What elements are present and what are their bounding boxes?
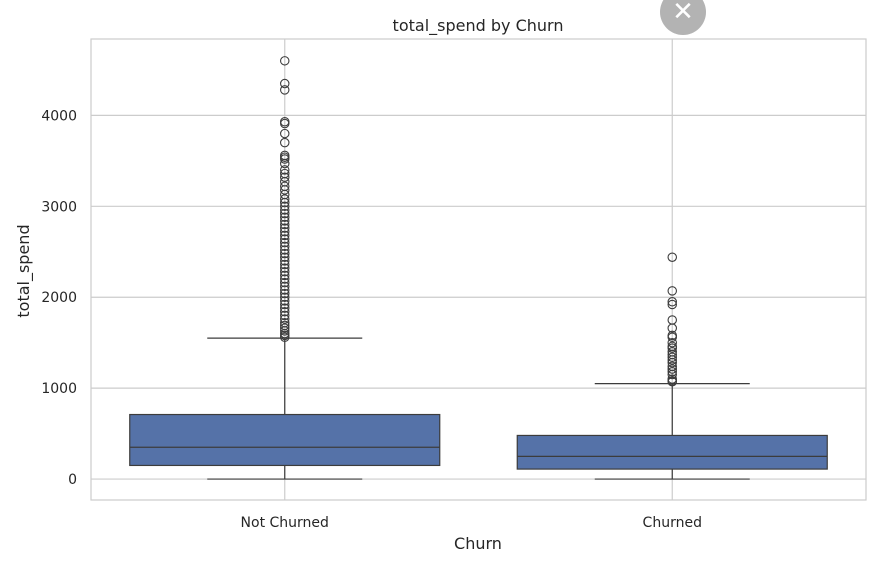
outlier-point [279,270,290,281]
grid-lines [91,39,866,500]
y-tick-label: 0 [68,472,77,488]
outlier-point [279,227,290,237]
outlier-point [279,310,290,321]
outlier-point [279,314,290,324]
y-tick-label: 1000 [41,381,77,397]
outlier-point [279,78,290,89]
outlier-point [279,256,290,266]
outlier-point [279,172,290,182]
outlier-point [279,194,290,204]
outlier-point [279,281,290,292]
outlier-point [279,118,290,129]
outlier-point [667,297,677,307]
outlier-point [279,237,290,248]
box-iqr [516,434,828,470]
outlier-point [279,292,290,302]
x-tick-label: Not Churned [241,515,329,531]
outlier-point [279,212,290,222]
outlier-point [667,343,677,353]
outlier-point [279,285,290,295]
box-series [129,56,828,480]
outlier-point [667,367,677,377]
outlier-point [667,252,677,262]
outlier-point [279,332,290,342]
outlier-point [279,234,290,244]
box-iqr [129,413,441,467]
outlier-point [279,263,290,273]
y-axis-label: total_spend [14,224,34,317]
outlier-point [279,274,290,284]
y-tick-labels: 0 1000 2000 3000 4000 [41,108,77,488]
outlier-point [279,307,290,317]
y-tick-label: 3000 [41,199,77,215]
outlier-point [667,286,677,296]
y-tick-label: 2000 [41,290,77,306]
outlier-point [279,267,290,277]
outlier-point [279,85,290,95]
outlier-point [279,137,290,148]
x-tick-labels: Not Churned Churned [241,515,702,531]
outlier-point [667,377,677,387]
outlier-point [279,296,290,306]
outlier-point [667,323,677,333]
outlier-point [279,165,290,175]
close-icon: ✕ [672,0,694,27]
outlier-point [279,219,290,230]
outlier-point [279,245,290,255]
outlier-point [667,355,677,365]
outlier-point [279,323,290,333]
y-tick-label: 4000 [41,108,77,124]
outlier-point [667,332,677,342]
outlier-point [279,230,290,241]
outlier-point [279,223,290,233]
outlier-point [279,259,290,270]
x-tick-label: Churned [643,515,702,531]
x-axis-label: Churn [454,534,502,553]
outlier-point [279,248,290,259]
outlier-point [279,252,290,262]
outlier-point [279,154,290,164]
outlier-point [279,241,290,252]
outlier-point [667,337,677,348]
outlier-point [279,205,290,215]
chart-title: total_spend by Churn [393,16,564,36]
outlier-point [279,326,290,336]
outlier-point [667,364,677,374]
outlier-point [279,185,290,195]
outlier-point [667,369,677,380]
outlier-point [279,158,290,169]
outlier-point [279,288,290,299]
outlier-point [279,197,290,208]
outlier-point [279,56,290,66]
outlier-point [667,357,677,368]
outlier-point [279,216,290,226]
outlier-point [279,299,290,310]
outlier-point [279,277,290,288]
outlier-point [667,299,677,310]
outlier-point [667,352,677,362]
outlier-point [279,303,290,313]
plot-frame [90,38,867,501]
outlier-point [279,208,290,219]
outlier-point [279,201,290,212]
outlier-point [279,128,290,139]
